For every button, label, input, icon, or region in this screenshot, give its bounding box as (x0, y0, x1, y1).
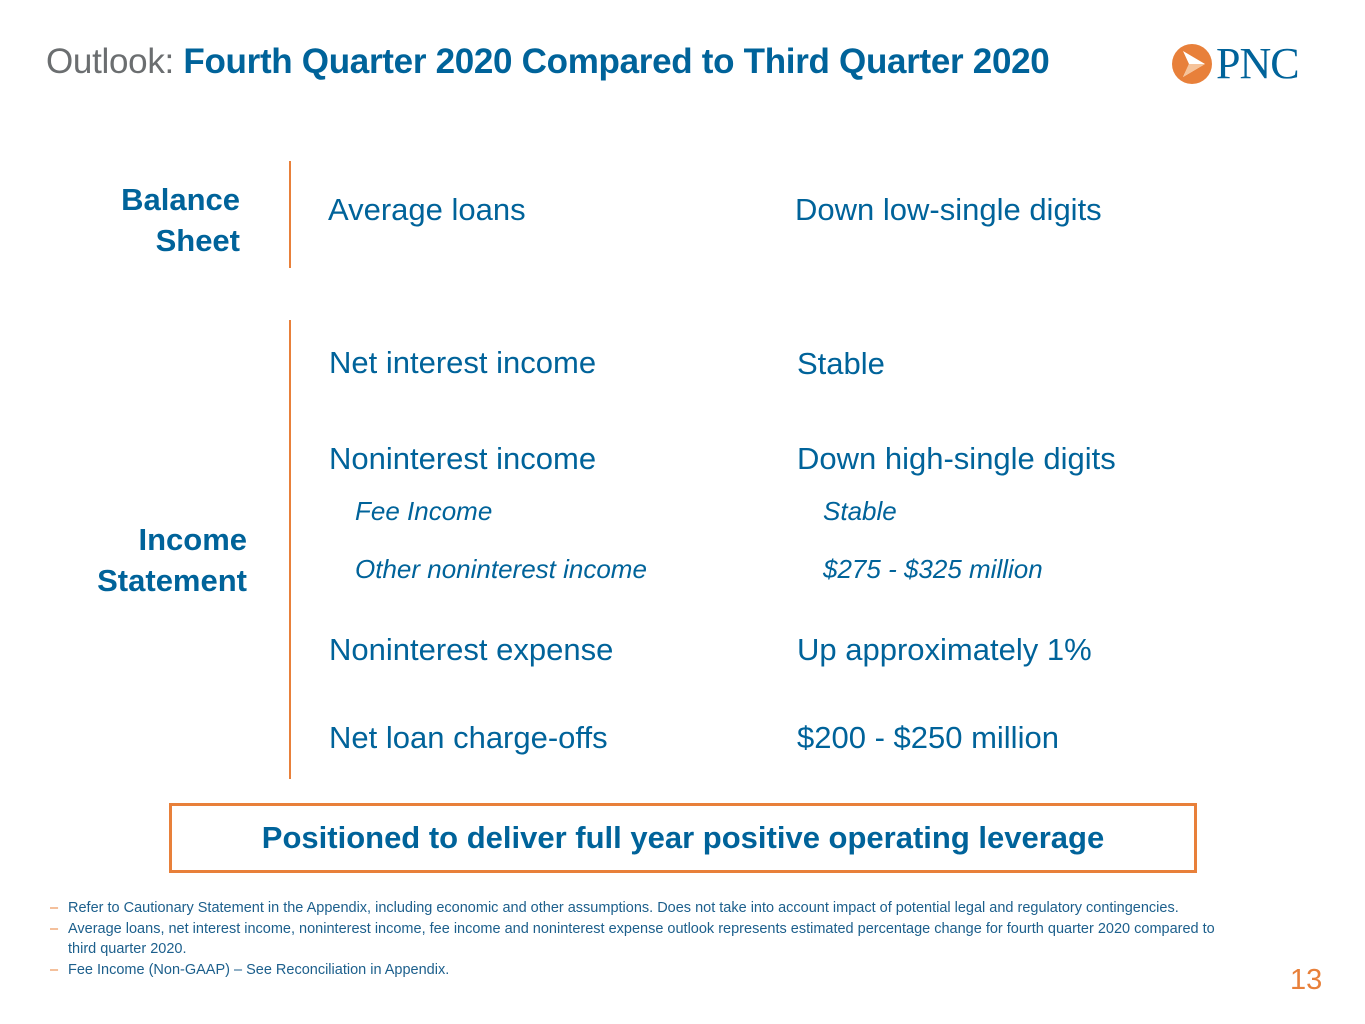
footnote-text: Refer to Cautionary Statement in the App… (68, 900, 1179, 916)
pnc-logo: PNC (1170, 39, 1320, 88)
income-statement-divider (289, 320, 291, 779)
page-number: 13 (1290, 964, 1323, 996)
row-value-noninterest-income: Down high-single digits (797, 441, 1116, 476)
balance-sheet-label: Balance Sheet (121, 182, 240, 258)
footnote-dash: – (50, 920, 59, 937)
row-value-other-noninterest-income: $275 - $325 million (823, 554, 1043, 584)
footnote-text: Average loans, net interest income, noni… (68, 920, 1215, 958)
row-label-average-loans: Average loans (328, 192, 526, 227)
row-label-noninterest-expense: Noninterest expense (329, 632, 614, 667)
footnote: – Fee Income (Non-GAAP) – See Reconcilia… (50, 960, 1240, 981)
row-value-noninterest-expense: Up approximately 1% (797, 632, 1092, 667)
title-main: Fourth Quarter 2020 Compared to Third Qu… (183, 42, 1050, 81)
row-value-net-loan-charge-offs: $200 - $250 million (797, 720, 1059, 755)
row-label-net-loan-charge-offs: Net loan charge-offs (329, 720, 608, 755)
income-statement-label: Income Statement (97, 522, 247, 598)
balance-sheet-divider (289, 161, 291, 268)
row-label-net-interest-income: Net interest income (329, 345, 597, 380)
footnote-text: Fee Income (Non-GAAP) – See Reconciliati… (68, 961, 450, 978)
footnote-dash: – (50, 961, 59, 978)
footnotes: – Refer to Cautionary Statement in the A… (50, 898, 1240, 980)
footnote: – Refer to Cautionary Statement in the A… (50, 898, 1240, 919)
row-value-average-loans: Down low-single digits (795, 192, 1102, 227)
callout-text: Positioned to deliver full year positive… (261, 820, 1105, 855)
row-label-noninterest-income: Noninterest income (329, 441, 597, 476)
pnc-triangle-mark-icon (1172, 44, 1212, 84)
footnote-dash: – (50, 900, 59, 916)
page-title: Outlook: Fourth Quarter 2020 Compared to… (46, 42, 1050, 82)
row-value-net-interest-income: Stable (797, 346, 885, 381)
title-prefix: Outlook: (46, 42, 174, 81)
row-label-other-noninterest-income: Other noninterest income (355, 554, 647, 584)
row-label-fee-income: Fee Income (355, 496, 493, 526)
row-value-fee-income: Stable (823, 496, 897, 526)
footnote: – Average loans, net interest income, no… (50, 919, 1240, 960)
callout-box: Positioned to deliver full year positive… (169, 803, 1197, 873)
logo-wordmark: PNC (1216, 39, 1300, 88)
